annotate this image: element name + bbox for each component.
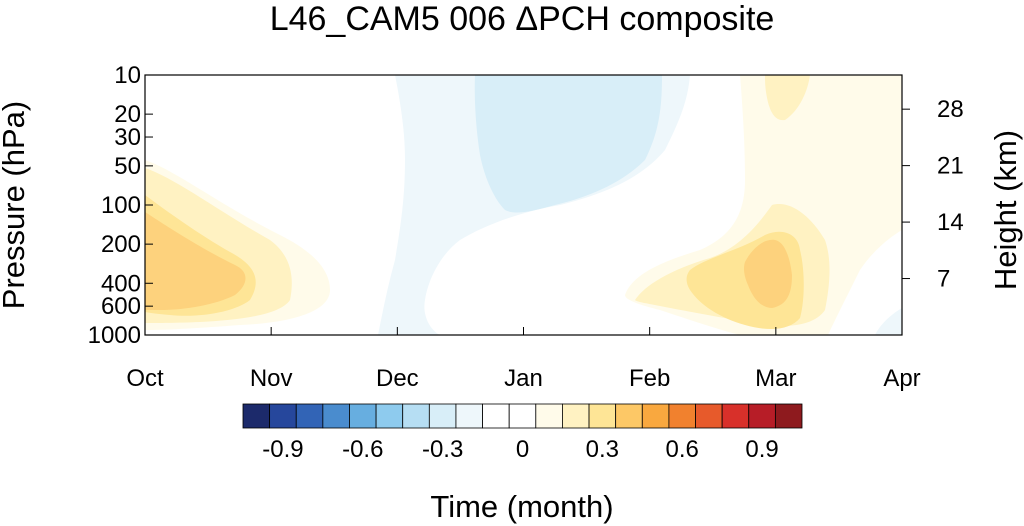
x-tick-label: Feb — [629, 365, 670, 392]
colorbar-swatch — [428, 403, 457, 429]
colorbar-swatch — [668, 403, 696, 429]
colorbar-swatch — [402, 403, 430, 429]
y-tick-label: 600 — [101, 293, 141, 320]
x-axis-label: Time (month) — [430, 489, 613, 524]
colorbar-swatch — [482, 403, 510, 429]
x-tick-label: Apr — [883, 365, 920, 392]
x-tick-label: Mar — [755, 365, 796, 392]
y-axis-label: Pressure (hPa) — [0, 101, 31, 309]
colorbar-swatch — [695, 403, 723, 429]
y2-tick-label: 28 — [937, 96, 964, 123]
colorbar-swatch — [508, 403, 537, 429]
colorbar — [242, 403, 803, 429]
y-tick-label: 30 — [114, 124, 141, 151]
colorbar-swatch — [615, 403, 643, 429]
x-tick-label: Nov — [250, 365, 293, 392]
x-tick-label: Oct — [126, 365, 164, 392]
x-axis: Oct Nov Dec Jan Feb Mar Apr — [126, 327, 921, 392]
y2-tick-label: 7 — [937, 266, 950, 293]
contour-jan-level--0.2 — [474, 75, 662, 213]
colorbar-tick-label: -0.3 — [422, 436, 463, 463]
y-tick-label: 200 — [101, 231, 141, 258]
contour-oct-level-0.4 — [145, 212, 246, 310]
x-tick-label: Dec — [376, 365, 419, 392]
colorbar-swatch — [641, 403, 670, 429]
colorbar-tick-label: 0.3 — [586, 436, 619, 463]
colorbar-swatch — [774, 403, 803, 429]
colorbar-swatch — [588, 403, 617, 429]
colorbar-tick-label: 0 — [516, 436, 529, 463]
colorbar-tick-label: -0.9 — [262, 436, 303, 463]
y2-tick-label: 14 — [937, 209, 964, 236]
y-tick-label: 20 — [114, 101, 141, 128]
colorbar-swatch — [562, 403, 590, 429]
y2-tick-label: 21 — [937, 153, 964, 180]
colorbar-ticks: -0.9 -0.6 -0.3 0 0.3 0.6 0.9 — [262, 436, 779, 463]
colorbar-swatch — [721, 403, 750, 429]
colorbar-swatch — [349, 403, 377, 429]
y2-axis-label: Height (km) — [988, 130, 1023, 290]
contour-top-mar-level-0.2 — [765, 75, 810, 121]
colorbar-swatch — [269, 403, 297, 429]
chart-title: L46_CAM5 006 ΔPCH composite — [270, 0, 775, 38]
colorbar-swatch — [295, 403, 324, 429]
colorbar-swatch — [375, 403, 404, 429]
colorbar-tick-label: 0.6 — [666, 436, 699, 463]
colorbar-swatch — [242, 403, 271, 429]
colorbar-swatch — [322, 403, 350, 429]
colorbar-swatch — [535, 403, 563, 429]
y-tick-label: 50 — [114, 153, 141, 180]
y-tick-label: 100 — [101, 192, 141, 219]
colorbar-tick-label: 0.9 — [745, 436, 778, 463]
colorbar-swatch — [455, 403, 483, 429]
y-tick-label: 400 — [101, 270, 141, 297]
colorbar-tick-label: -0.6 — [342, 436, 383, 463]
y-tick-label: 1000 — [88, 322, 141, 349]
y-tick-label: 10 — [114, 62, 141, 89]
x-tick-label: Jan — [504, 365, 543, 392]
colorbar-swatch — [748, 403, 776, 429]
y-axis-right: 7 14 21 28 — [902, 96, 964, 293]
contour-bottom-right-level--0.1 — [875, 308, 902, 335]
contour-field — [145, 75, 902, 335]
contour-mar-level-0.4 — [744, 239, 792, 308]
